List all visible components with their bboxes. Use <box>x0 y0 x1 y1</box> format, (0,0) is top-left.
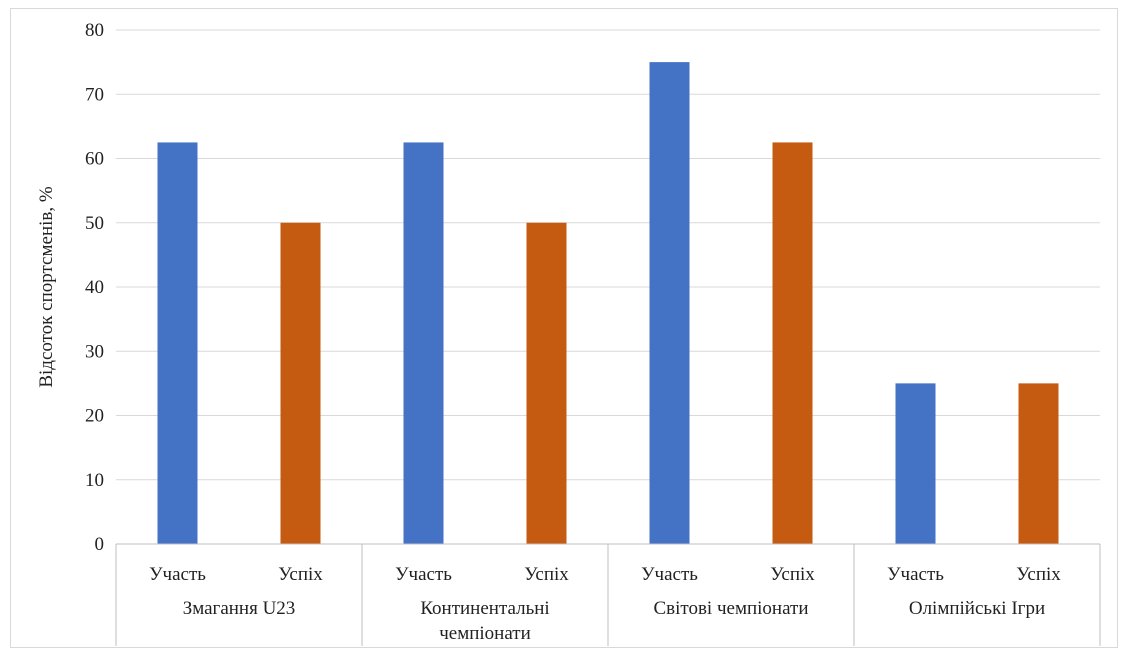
group-label: Континентальні <box>420 598 549 619</box>
y-tick-label: 20 <box>85 406 104 427</box>
category-label: Успіх <box>278 564 323 585</box>
category-label: Успіх <box>1016 564 1061 585</box>
category-label: Успіх <box>524 564 569 585</box>
gridlines <box>116 29 1100 481</box>
category-label: Успіх <box>770 564 815 585</box>
y-tick-label: 60 <box>85 149 104 170</box>
bar <box>403 142 444 544</box>
category-label: Участь <box>149 564 206 585</box>
bar <box>526 222 567 544</box>
y-tick-label: 70 <box>85 84 104 105</box>
axes <box>115 543 1101 646</box>
group-label: Світові чемпіонати <box>653 598 808 619</box>
group-label: чемпіонати <box>439 623 531 644</box>
category-label: Участь <box>887 564 944 585</box>
category-label: Участь <box>641 564 698 585</box>
y-tick-label: 50 <box>85 213 104 234</box>
labels: 0 10 20 30 40 50 60 70 80 Участь Успіх Змагання U23… <box>85 20 1061 644</box>
y-tick-label: 30 <box>85 341 104 362</box>
bar <box>157 142 198 544</box>
bar <box>649 62 690 544</box>
y-tick-label: 40 <box>85 277 104 298</box>
bars <box>157 62 1059 544</box>
y-axis-title: Відсоток спортсменів, % <box>36 186 57 388</box>
bar <box>772 142 813 544</box>
y-tick-label: 10 <box>85 470 104 491</box>
bar <box>280 222 321 544</box>
group-label: Змагання U23 <box>183 598 296 619</box>
group-label: Олімпійські Ігри <box>909 598 1045 619</box>
category-label: Участь <box>395 564 452 585</box>
y-tick-label: 0 <box>95 534 105 555</box>
bar <box>895 383 936 544</box>
bar <box>1018 383 1059 544</box>
y-tick-label: 80 <box>85 20 104 41</box>
